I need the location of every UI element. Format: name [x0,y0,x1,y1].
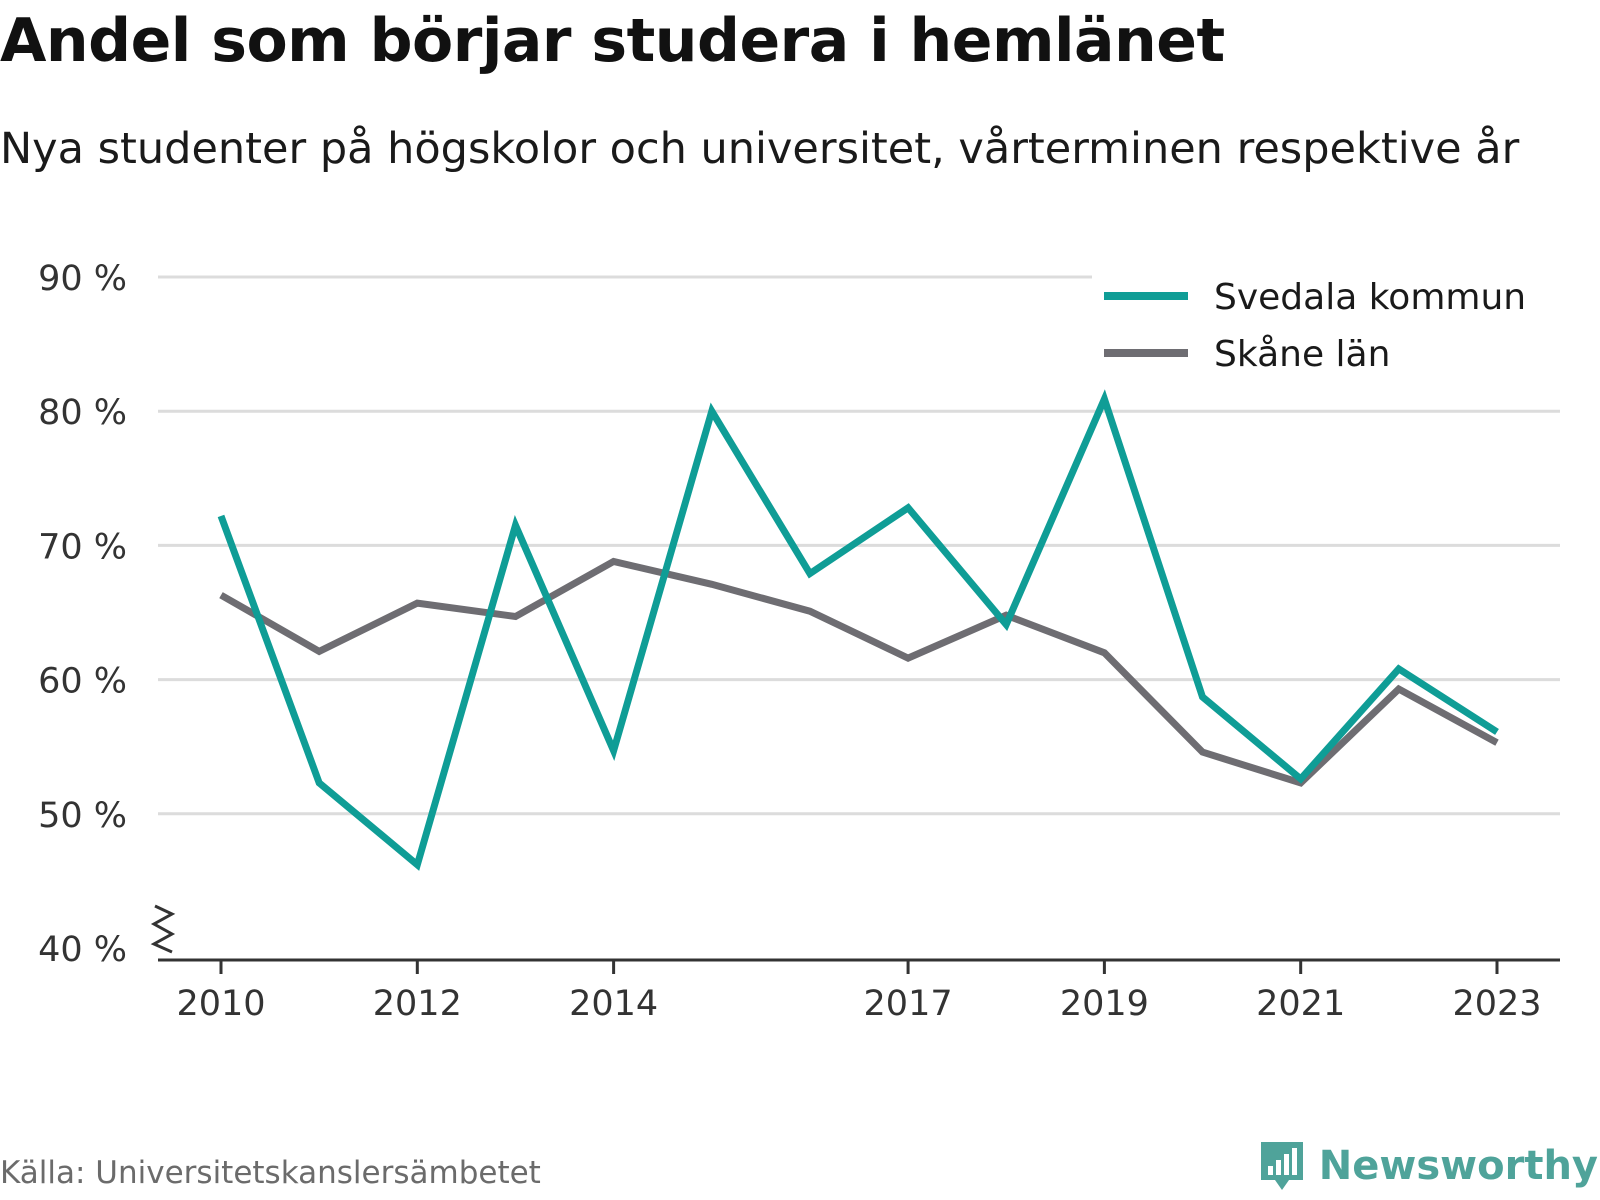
x-axis [150,904,1560,962]
y-tick-label: 50 % [38,796,127,836]
series-line-skåne-län [219,557,1499,787]
y-tick-label: 60 % [38,662,127,702]
chart-title: Andel som börjar studera i hemlänet [0,6,1225,76]
y-tick-label: 80 % [38,393,127,433]
x-tick-label: 2017 [864,984,953,1024]
y-tick-label: 70 % [38,527,127,567]
y-tick-label: 40 % [38,930,127,970]
series-lines [217,389,1499,871]
x-tick-label: 2010 [176,984,265,1024]
source-note: Källa: Universitetskanslersämbetet [0,1155,541,1191]
brand-name: Newsworthy [1318,1143,1598,1189]
legend-label: Svedala kommun [1214,277,1526,318]
brand-logo: Newsworthy [1257,1138,1598,1194]
x-tick-label: 2023 [1452,984,1541,1024]
x-tick-label: 2021 [1256,984,1345,1024]
x-tick-label: 2014 [569,984,658,1024]
legend-background [1092,272,1560,380]
newsworthy-logo-icon [1260,1142,1303,1190]
legend-label: Skåne län [1214,334,1390,375]
x-axis-ticks: 2010 2012 2014 2017 2019 2021 2023 [176,960,1542,1024]
y-tick-label: 90 % [38,259,127,299]
chart-subtitle: Nya studenter på högskolor och universit… [0,124,1520,174]
legend: Svedala kommun Skåne län [1092,272,1560,380]
x-tick-label: 2019 [1060,984,1149,1024]
series-line-svedala-kommun [217,389,1499,871]
y-axis-ticks: 40 % 50 % 60 % 70 % 80 % 90 % [38,259,127,970]
axis-break-mark [150,904,176,954]
x-tick-label: 2012 [373,984,462,1024]
